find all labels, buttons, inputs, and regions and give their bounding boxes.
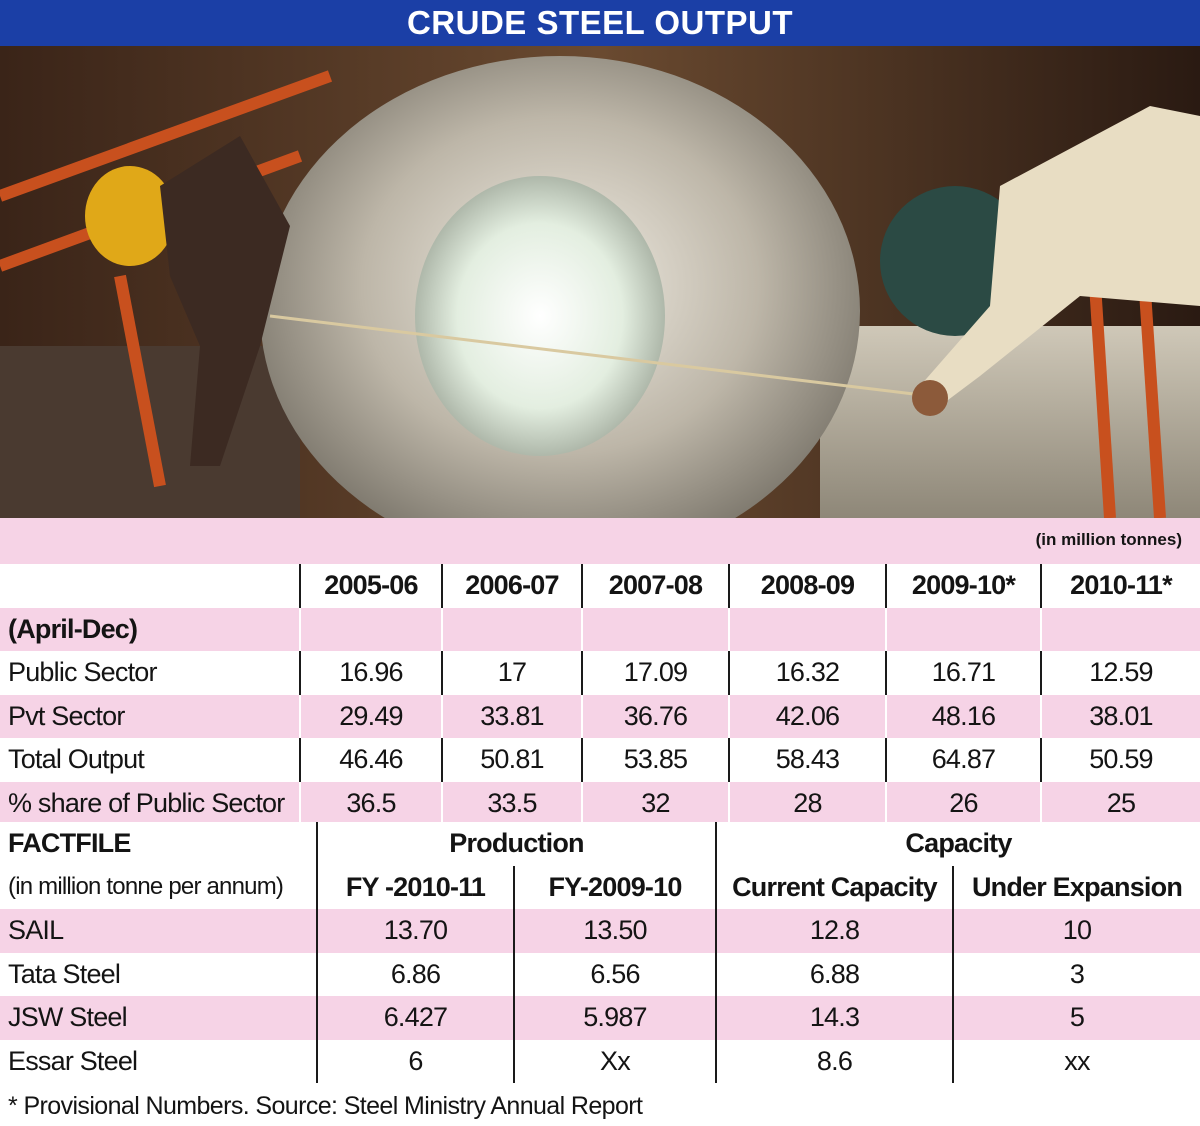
cell-empty [885,607,1041,651]
table-cell: 25 [1040,781,1200,825]
output-table: 2005-06 2006-07 2007-08 2008-09 2009-10*… [0,564,1200,825]
table-cell: 38.01 [1040,694,1200,738]
table-row: % share of Public Sector 36.5 33.5 32 28… [0,781,1200,825]
table-cell: 42.06 [728,694,886,738]
unit-note: (in million tonnes) [1035,530,1182,549]
table-cell: 32 [581,781,729,825]
table-cell: 6.56 [513,952,716,996]
cell-empty [441,607,582,651]
column-header: Under Expansion [952,865,1200,909]
table-cell: 29.49 [299,694,442,738]
table-row: Essar Steel 6 Xx 8.6 xx [0,1039,1200,1083]
table-cell: 3 [952,952,1200,996]
group-header-capacity: Capacity [715,822,1200,866]
column-header: FY -2010-11 [316,865,514,909]
header-empty [0,564,300,608]
table-cell: xx [952,1039,1200,1083]
row-label: Total Output [0,738,300,782]
table-cell: 17 [441,651,582,695]
table-cell: 6 [316,1039,514,1083]
column-header: FY-2009-10 [513,865,716,909]
table-cell: 5 [952,996,1200,1040]
table-cell: 16.71 [885,651,1041,695]
table-row: Public Sector 16.96 17 17.09 16.32 16.71… [0,651,1200,695]
column-header: 2007-08 [581,564,729,608]
table-cell: 5.987 [513,996,716,1040]
table-row: Tata Steel 6.86 6.56 6.88 3 [0,952,1200,996]
table-cell: 33.81 [441,694,582,738]
factfile-header-row: (in million tonne per annum) FY -2010-11… [0,865,1200,909]
unit-strip [0,518,1200,564]
row-label: % share of Public Sector [0,781,300,825]
table-cell: 36.5 [299,781,442,825]
table-cell: 12.8 [715,909,953,953]
group-header-production: Production [316,822,716,866]
row-label: Tata Steel [0,952,317,996]
row-label: SAIL [0,909,317,953]
table-cell: 58.43 [728,738,886,782]
cell-empty [1040,607,1200,651]
table-cell: 12.59 [1040,651,1200,695]
period-row: (April-Dec) [0,607,1200,651]
cell-empty [581,607,729,651]
table-cell: 8.6 [715,1039,953,1083]
table-cell: 6.86 [316,952,514,996]
table-cell: 6.88 [715,952,953,996]
table-cell: 13.50 [513,909,716,953]
table-cell: 28 [728,781,886,825]
table-row: Pvt Sector 29.49 33.81 36.76 42.06 48.16… [0,694,1200,738]
table-cell: 13.70 [316,909,514,953]
footnote: * Provisional Numbers. Source: Steel Min… [8,1092,643,1120]
period-label: (April-Dec) [0,607,300,651]
column-header: 2005-06 [299,564,442,608]
cell-empty [299,607,442,651]
table-cell: 50.59 [1040,738,1200,782]
table-row: SAIL 13.70 13.50 12.8 10 [0,909,1200,953]
table-cell: 6.427 [316,996,514,1040]
column-header: 2008-09 [728,564,886,608]
output-header-row: 2005-06 2006-07 2007-08 2008-09 2009-10*… [0,564,1200,608]
factfile-subtitle: (in million tonne per annum) [0,865,317,909]
row-label: Public Sector [0,651,300,695]
table-cell: 17.09 [581,651,729,695]
table-row: JSW Steel 6.427 5.987 14.3 5 [0,996,1200,1040]
column-header: 2009-10* [885,564,1041,608]
row-label: Pvt Sector [0,694,300,738]
row-label: JSW Steel [0,996,317,1040]
table-row: Total Output 46.46 50.81 53.85 58.43 64.… [0,738,1200,782]
table-cell: 48.16 [885,694,1041,738]
table-cell: 33.5 [441,781,582,825]
table-cell: 53.85 [581,738,729,782]
table-cell: 10 [952,909,1200,953]
table-cell: 50.81 [441,738,582,782]
factfile-table: FACTFILE Production Capacity (in million… [0,822,1200,1083]
chart-title: CRUDE STEEL OUTPUT [406,4,794,41]
table-cell: 26 [885,781,1041,825]
factfile-title: FACTFILE [0,822,317,866]
column-header: Current Capacity [715,865,953,909]
table-cell: 46.46 [299,738,442,782]
table-cell: 16.32 [728,651,886,695]
table-cell: 64.87 [885,738,1041,782]
column-header: 2010-11* [1040,564,1200,608]
factfile-group-row: FACTFILE Production Capacity [0,822,1200,866]
table-cell: Xx [513,1039,716,1083]
table-cell: 16.96 [299,651,442,695]
table-cell: 36.76 [581,694,729,738]
cell-empty [728,607,886,651]
table-cell: 14.3 [715,996,953,1040]
title-banner: CRUDE STEEL OUTPUT [0,0,1200,46]
column-header: 2006-07 [441,564,582,608]
row-label: Essar Steel [0,1039,317,1083]
steel-coil-photo [0,46,1200,518]
